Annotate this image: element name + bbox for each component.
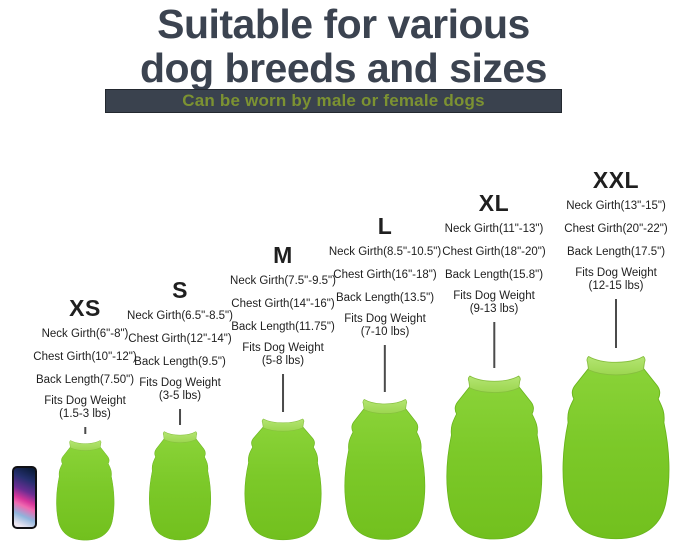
back-length-spec: Back Length(9.5") <box>134 356 226 368</box>
weight-line-2: (7-10 lbs) <box>360 326 410 338</box>
dog-shirt-m <box>244 418 322 541</box>
weight-line-2: (9-13 lbs) <box>469 303 519 315</box>
back-length-spec: Back Length(17.5") <box>566 246 666 258</box>
connector-line <box>493 322 495 368</box>
weight-line-2: (3-5 lbs) <box>158 390 202 402</box>
size-column-xxl: XXL Neck Girth(13"-15") Chest Girth(20"-… <box>559 167 673 542</box>
weight-line-1: Fits Dog Weight <box>575 267 657 279</box>
chest-girth-spec: Chest Girth(18"-20") <box>442 246 546 258</box>
weight-line-1: Fits Dog Weight <box>453 290 535 302</box>
chest-girth-spec: Chest Girth(20"-22") <box>564 223 668 235</box>
size-label: XS <box>69 295 101 321</box>
weight-spec: Fits Dog Weight (9-13 lbs) <box>453 290 535 316</box>
title-line-2: dog breeds and sizes <box>140 45 547 91</box>
weight-spec: Fits Dog Weight (3-5 lbs) <box>139 377 221 403</box>
chest-girth-spec: Chest Girth(14"-16") <box>231 298 335 310</box>
page-title: Suitable for various dog breeds and size… <box>0 2 679 90</box>
size-column-m: M Neck Girth(7.5"-9.5") Chest Girth(14"-… <box>230 242 336 542</box>
connector-line <box>615 299 617 348</box>
weight-spec: Fits Dog Weight (5-8 lbs) <box>242 342 324 368</box>
phone-screen <box>14 468 35 527</box>
connector-line <box>384 345 386 392</box>
dog-shirt-xl <box>446 375 542 540</box>
weight-line-1: Fits Dog Weight <box>344 313 426 325</box>
back-length-spec: Back Length(11.75") <box>231 321 335 333</box>
size-label: XXL <box>592 167 640 193</box>
chest-girth-spec: Chest Girth(10"-12") <box>33 351 137 363</box>
banner: Can be worn by male or female dogs <box>105 89 562 113</box>
weight-line-2: (12-15 lbs) <box>588 280 644 292</box>
size-column-l: L Neck Girth(8.5"-10.5") Chest Girth(16"… <box>329 213 441 542</box>
weight-spec: Fits Dog Weight (7-10 lbs) <box>344 313 426 339</box>
back-length-spec: Back Length(15.8") <box>444 269 544 281</box>
size-label: S <box>172 277 188 303</box>
weight-line-2: (5-8 lbs) <box>261 355 305 367</box>
size-column-xs: XS Neck Girth(6"-8") Chest Girth(10"-12"… <box>33 295 137 542</box>
size-column-s: S Neck Girth(6.5"-8.5") Chest Girth(12"-… <box>127 277 233 542</box>
back-length-spec: Back Length(13.5") <box>335 292 435 304</box>
size-label: L <box>377 213 393 239</box>
title-line-1: Suitable for various <box>157 1 530 47</box>
weight-line-1: Fits Dog Weight <box>44 395 126 407</box>
neck-girth-spec: Neck Girth(6"-8") <box>41 328 129 340</box>
size-label: XL <box>478 190 510 216</box>
size-column-xl: XL Neck Girth(11"-13") Chest Girth(18"-2… <box>442 190 546 542</box>
dog-shirt-l <box>344 399 426 540</box>
size-label: M <box>273 242 293 268</box>
dog-shirt-xs <box>55 440 115 541</box>
weight-line-2: (1.5-3 lbs) <box>59 408 111 420</box>
dog-shirt-xxl <box>562 356 670 540</box>
neck-girth-spec: Neck Girth(7.5"-9.5") <box>230 275 336 287</box>
weight-spec: Fits Dog Weight (12-15 lbs) <box>575 267 657 293</box>
dog-shirt-s <box>149 431 211 541</box>
back-length-spec: Back Length(7.50") <box>35 374 135 386</box>
phone-icon <box>12 466 37 529</box>
neck-girth-spec: Neck Girth(6.5"-8.5") <box>127 310 233 322</box>
connector-line <box>178 409 181 425</box>
connector-line <box>281 374 284 412</box>
connector-line <box>84 427 86 434</box>
chest-girth-spec: Chest Girth(12"-14") <box>128 333 232 345</box>
neck-girth-spec: Neck Girth(11"-13") <box>444 223 544 235</box>
banner-text: Can be worn by male or female dogs <box>182 91 485 110</box>
neck-girth-spec: Neck Girth(13"-15") <box>566 200 666 212</box>
weight-spec: Fits Dog Weight (1.5-3 lbs) <box>44 395 126 421</box>
chest-girth-spec: Chest Girth(16"-18") <box>333 269 437 281</box>
neck-girth-spec: Neck Girth(8.5"-10.5") <box>328 246 442 258</box>
weight-line-1: Fits Dog Weight <box>242 342 324 354</box>
weight-line-1: Fits Dog Weight <box>139 377 221 389</box>
